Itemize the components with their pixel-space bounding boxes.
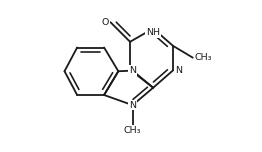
Text: CH₃: CH₃ — [124, 126, 141, 135]
Text: N: N — [175, 66, 182, 75]
Text: CH₃: CH₃ — [194, 53, 212, 62]
Text: O: O — [102, 18, 109, 27]
Text: N: N — [129, 101, 136, 110]
Text: NH: NH — [146, 28, 160, 37]
Text: N: N — [129, 66, 136, 75]
